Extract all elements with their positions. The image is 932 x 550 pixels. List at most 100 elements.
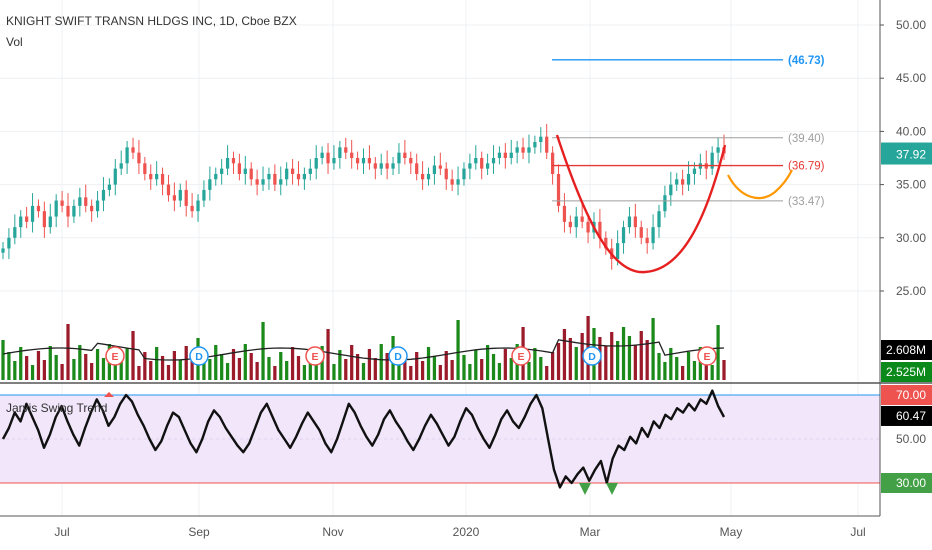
symbol-title: KNIGHT SWIFT TRANSN HLDGS INC, 1D, Cboe … <box>6 14 297 28</box>
candle-body <box>7 237 11 249</box>
time-tick-label: Mar <box>580 525 601 539</box>
time-tick-label: May <box>720 525 743 539</box>
volume-bar <box>704 356 708 380</box>
candle-body <box>615 243 620 260</box>
candle-body <box>178 189 182 201</box>
candle-body <box>255 179 259 185</box>
volume-bar <box>308 351 312 380</box>
earnings-badge <box>105 346 125 366</box>
price-tick-label: 40.00 <box>896 124 926 138</box>
candle-body <box>420 173 425 180</box>
oscillator-upper-tag <box>881 385 932 405</box>
candle-body <box>196 200 200 212</box>
volume-bar <box>155 347 159 380</box>
time-tick-label: Nov <box>322 525 343 539</box>
oscillator-value-tag <box>881 405 932 426</box>
time-tick-label: Sep <box>188 525 210 539</box>
volume-bar <box>1 340 5 380</box>
oscillator-value-label: 60.47 <box>896 409 926 423</box>
candle-body <box>651 227 655 244</box>
volume-bar <box>355 354 360 380</box>
candle-body <box>25 216 29 222</box>
candle-body <box>78 197 82 206</box>
volume-bar <box>716 325 720 380</box>
volume-bar <box>101 358 106 380</box>
candle-body <box>391 163 395 169</box>
candle-body <box>296 173 301 180</box>
candle-body <box>562 205 567 222</box>
volume-bar <box>60 364 64 380</box>
volume-bar <box>90 363 94 380</box>
candle-body <box>456 179 460 185</box>
candle-body <box>491 158 496 164</box>
price-axis: 50.00 45.00 40.00 35.00 30.00 25.00 37.92 2.608… <box>0 0 932 517</box>
volume-bar <box>669 348 673 380</box>
candle-body <box>166 184 171 196</box>
candle-body <box>279 179 283 185</box>
candle-body <box>344 147 348 153</box>
candle-body <box>397 152 401 164</box>
volume-average-label: 2.525M <box>886 365 926 379</box>
handle-curve <box>727 169 793 200</box>
volume-bar <box>160 356 165 380</box>
oscillator-line <box>1 389 726 489</box>
volume-bar <box>261 322 265 380</box>
candle-body <box>149 173 153 180</box>
candle-body <box>95 200 100 212</box>
volume-bar <box>497 363 502 380</box>
volume-bar <box>78 345 82 380</box>
volume-bar <box>279 352 283 380</box>
oscillator-label: Jarvis Swing Trend <box>6 401 107 415</box>
candle-body <box>1 248 5 253</box>
volume-bar <box>556 343 561 380</box>
candle-body <box>137 152 141 164</box>
candle-body <box>409 158 413 164</box>
overbought-marker <box>104 392 114 397</box>
level-label: (36.79) <box>788 161 825 173</box>
candle-body <box>326 152 330 164</box>
volume-bar <box>166 365 171 380</box>
volume-bar <box>710 365 714 380</box>
candle-body <box>302 173 307 180</box>
candle-body <box>320 152 324 158</box>
candle-body <box>113 168 117 185</box>
time-tick-label: Jul <box>54 525 69 539</box>
volume-bar <box>7 352 11 380</box>
candle-body <box>692 168 697 174</box>
candle-body <box>580 216 584 222</box>
candle-body <box>107 184 112 190</box>
volume-bar <box>444 351 448 380</box>
candle-body <box>675 179 679 185</box>
volume-bar <box>604 346 608 380</box>
candle-body <box>208 179 212 190</box>
candle-body <box>13 227 17 238</box>
volume-bar <box>202 350 206 380</box>
volume-bar <box>426 347 431 380</box>
volume-bar <box>314 360 318 380</box>
candle-body <box>604 237 608 249</box>
last-price-label: 37.92 <box>896 148 926 162</box>
volume-bar <box>137 366 141 380</box>
candle-body <box>450 179 454 185</box>
volume-bar <box>574 347 578 380</box>
candle-body <box>527 147 531 153</box>
event-badge-label: E <box>703 351 710 363</box>
candle-body <box>385 163 389 169</box>
candle-body <box>184 189 188 206</box>
candle-body <box>237 163 242 174</box>
candle-body <box>621 227 626 244</box>
volume-bar <box>663 362 667 380</box>
volume-bar <box>42 360 46 380</box>
candle-body <box>54 200 58 217</box>
volume-bar <box>30 365 35 380</box>
volume-bar <box>539 357 543 380</box>
candle-body <box>521 147 525 153</box>
candle-body <box>497 152 502 158</box>
candle-body <box>249 168 253 180</box>
candle-body <box>403 152 407 158</box>
volume-bar <box>184 346 188 380</box>
candle-body <box>716 147 720 153</box>
candle-body <box>468 163 472 169</box>
